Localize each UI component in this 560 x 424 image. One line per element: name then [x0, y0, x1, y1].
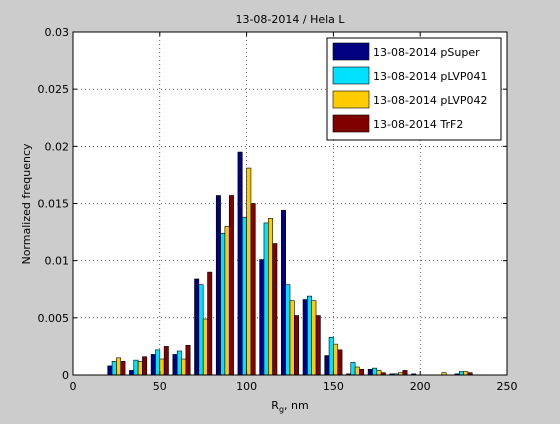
bar: [246, 167, 252, 376]
y-tick-label: 0.015: [38, 198, 70, 211]
x-axis-label-main: R: [271, 399, 279, 412]
bar: [163, 346, 169, 376]
legend-label: 13-08-2014 pLVP042: [373, 94, 487, 107]
y-tick-label: 0: [62, 369, 69, 382]
bar: [337, 349, 343, 376]
bar: [372, 367, 378, 376]
x-axis-label-subscript: g: [279, 405, 284, 414]
x-axis-label-unit: , nm: [284, 399, 309, 412]
bar: [350, 362, 356, 376]
x-tick-label: 0: [70, 380, 77, 393]
bar: [359, 368, 365, 376]
chart-title: 13-08-2014 / Hela L: [235, 13, 345, 26]
bar: [155, 349, 161, 376]
y-tick-label: 0.03: [45, 26, 70, 39]
bar: [220, 232, 226, 376]
bar: [333, 343, 339, 376]
bar: [137, 360, 143, 376]
bar: [133, 359, 139, 376]
x-tick-label: 250: [497, 380, 518, 393]
bar: [311, 300, 317, 376]
x-axis-ticks: 0 50 100 150 200 250: [70, 32, 518, 393]
bar: [237, 151, 243, 376]
bar: [228, 195, 234, 376]
y-axis-label: Normalized frequency: [20, 143, 33, 265]
bar: [328, 336, 334, 376]
bar: [402, 370, 408, 376]
x-axis-label: Rg, nm: [271, 399, 308, 414]
bar: [267, 218, 273, 376]
bar: [129, 370, 135, 376]
bar: [194, 278, 200, 376]
legend-swatch: [332, 114, 370, 133]
x-tick-label: 200: [410, 380, 431, 393]
y-tick-label: 0.025: [38, 83, 70, 96]
bar: [159, 358, 165, 376]
bar: [207, 271, 213, 376]
legend-label: 13-08-2014 TrF2: [373, 118, 463, 131]
bar: [215, 195, 221, 376]
y-axis-ticks: 0 0.005 0.01 0.015 0.02 0.025 0.03: [38, 26, 507, 382]
legend-swatch: [332, 90, 370, 109]
bar: [111, 360, 117, 376]
bar: [367, 368, 373, 376]
bar: [285, 284, 291, 376]
bar: [272, 243, 278, 376]
y-tick-label: 0.005: [38, 312, 70, 325]
x-tick-label: 50: [153, 380, 167, 393]
legend-label: 13-08-2014 pSuper: [373, 46, 480, 59]
bar: [302, 299, 308, 376]
bar: [307, 295, 312, 376]
x-tick-label: 100: [236, 380, 257, 393]
legend-swatch: [332, 42, 370, 61]
y-tick-label: 0.01: [45, 255, 70, 268]
bar: [281, 210, 286, 376]
bar: [324, 355, 330, 376]
bar: [142, 356, 148, 376]
bar: [150, 354, 156, 376]
bar: [198, 284, 204, 376]
bar: [250, 203, 256, 376]
x-tick-label: 150: [323, 380, 344, 393]
bar: [224, 226, 230, 376]
bar: [315, 315, 321, 376]
legend-label: 13-08-2014 pLVP041: [373, 70, 487, 83]
bar: [107, 365, 113, 376]
bar: [294, 315, 299, 376]
bar: [181, 358, 187, 376]
bar: [202, 318, 208, 376]
bar: [241, 216, 247, 376]
bar: [259, 259, 265, 376]
legend: 13-08-2014 pSuper 13-08-2014 pLVP041 13-08…: [326, 37, 502, 141]
bar: [176, 350, 182, 376]
bar: [120, 360, 126, 376]
bar: [263, 222, 269, 376]
bar: [458, 371, 464, 376]
bar: [116, 357, 122, 376]
bar: [463, 371, 469, 376]
bar: [376, 370, 382, 376]
bar: [354, 366, 360, 376]
bar: [289, 300, 295, 376]
bar: [185, 344, 191, 376]
legend-swatch: [332, 66, 370, 85]
bar: [172, 354, 178, 376]
y-tick-label: 0.02: [45, 140, 70, 153]
